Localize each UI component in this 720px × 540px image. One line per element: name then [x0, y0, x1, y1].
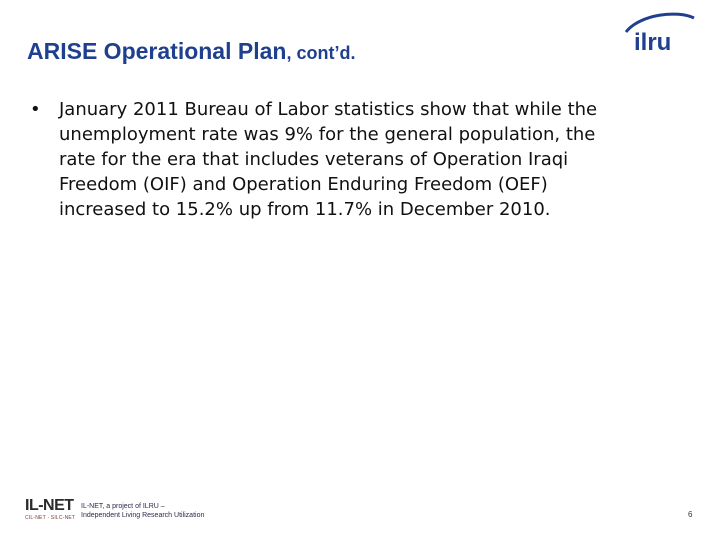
footer-tagline: IL-NET, a project of ILRU – Independent … [81, 502, 204, 520]
footer-tagline-line1: IL-NET, a project of ILRU – [81, 503, 165, 510]
bullet-line-2: unemployment rate was 9% for the general… [59, 124, 596, 145]
il-net-logo: IL-NET CIL-NET · SILC-NET [25, 497, 85, 527]
bullet-line-5: increased to 15.2% up from 11.7% in Dece… [59, 199, 551, 220]
bullet-item: • January 2011 Bureau of Labor statistic… [30, 97, 700, 222]
bullet-list: • January 2011 Bureau of Labor statistic… [30, 97, 700, 222]
title-suffix: , cont’d. [286, 43, 356, 63]
ilru-logo: ilru [620, 10, 700, 54]
bullet-marker: • [30, 99, 41, 120]
title-main: ARISE Operational Plan [27, 38, 287, 64]
bullet-line-4: Freedom (OIF) and Operation Enduring Fre… [59, 174, 548, 195]
footer-brand: IL-NET [25, 497, 74, 514]
footer-brand-sub: CIL-NET · SILC-NET [25, 515, 76, 521]
ilru-logo-text: ilru [634, 29, 671, 54]
bullet-line-1: January 2011 Bureau of Labor statistics … [59, 99, 598, 120]
page-number: 6 [688, 510, 693, 519]
slide-title: ARISE Operational Plan, cont’d. [27, 38, 355, 65]
footer-tagline-line2: Independent Living Research Utilization [81, 512, 205, 519]
bullet-line-3: rate for the era that includes veterans … [59, 149, 569, 170]
